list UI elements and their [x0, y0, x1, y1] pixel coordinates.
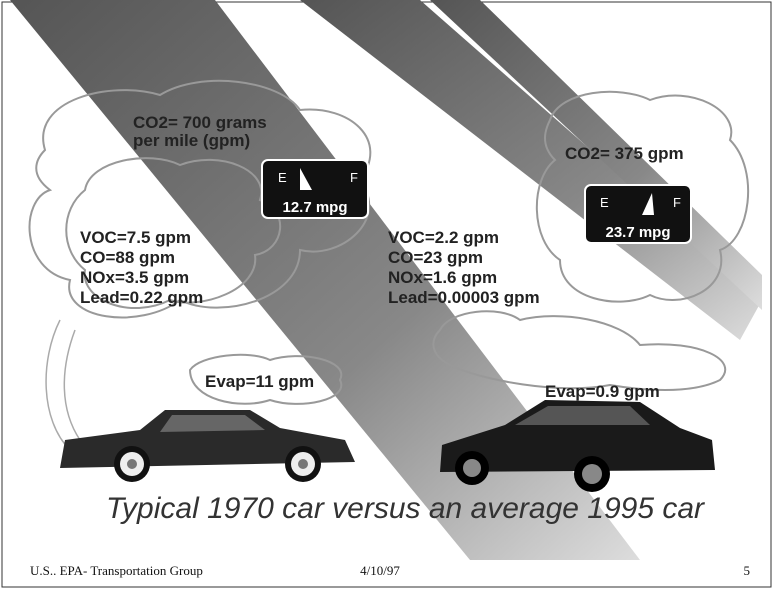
footer-left: U.S.. EPA- Transportation Group: [30, 563, 203, 578]
mpg-1970: 12.7 mpg: [282, 199, 347, 216]
car-1970: [60, 410, 355, 482]
gauge-full: F: [673, 195, 681, 210]
emission: CO=88 gpm: [80, 248, 175, 267]
cloud-1970: [28, 79, 372, 319]
co2-1970: per mile (gpm): [133, 131, 250, 150]
gauge-empty: E: [278, 170, 287, 185]
cloud-1970-inner: [65, 157, 282, 309]
gauge-full: F: [350, 170, 358, 185]
emission: VOC=2.2 gpm: [388, 228, 499, 247]
caption: Typical 1970 car versus an average 1995 …: [106, 492, 705, 525]
gauge-needle: [300, 168, 312, 190]
gauge-empty: E: [600, 195, 609, 210]
co2-1995: CO2= 375 gpm: [565, 144, 684, 163]
footer-center: 4/10/97: [360, 563, 400, 578]
emission: Lead=0.22 gpm: [80, 288, 203, 307]
emission: NOx=1.6 gpm: [388, 268, 497, 287]
emission: NOx=3.5 gpm: [80, 268, 189, 287]
evap-1970: Evap=11 gpm: [205, 372, 314, 391]
cloud-1995-lower: [432, 310, 727, 391]
car-1995: [440, 400, 715, 492]
gauge-needle: [642, 193, 654, 215]
fuel-gauge: [261, 159, 369, 219]
cloud-evap-1970: [188, 353, 343, 405]
emission: VOC=7.5 gpm: [80, 228, 191, 247]
evap-1995: Evap=0.9 gpm: [545, 382, 660, 401]
footer-right: 5: [744, 563, 751, 578]
stripe: [300, 0, 762, 340]
exhaust-lines: [45, 319, 81, 451]
emission: Lead=0.00003 gpm: [388, 288, 540, 307]
emission: CO=23 gpm: [388, 248, 483, 267]
stripe: [10, 0, 640, 560]
cloud-1995: [535, 90, 750, 303]
mpg-1995: 23.7 mpg: [605, 224, 670, 241]
fuel-gauge: [584, 184, 692, 244]
co2-1970: CO2= 700 grams: [133, 113, 267, 132]
